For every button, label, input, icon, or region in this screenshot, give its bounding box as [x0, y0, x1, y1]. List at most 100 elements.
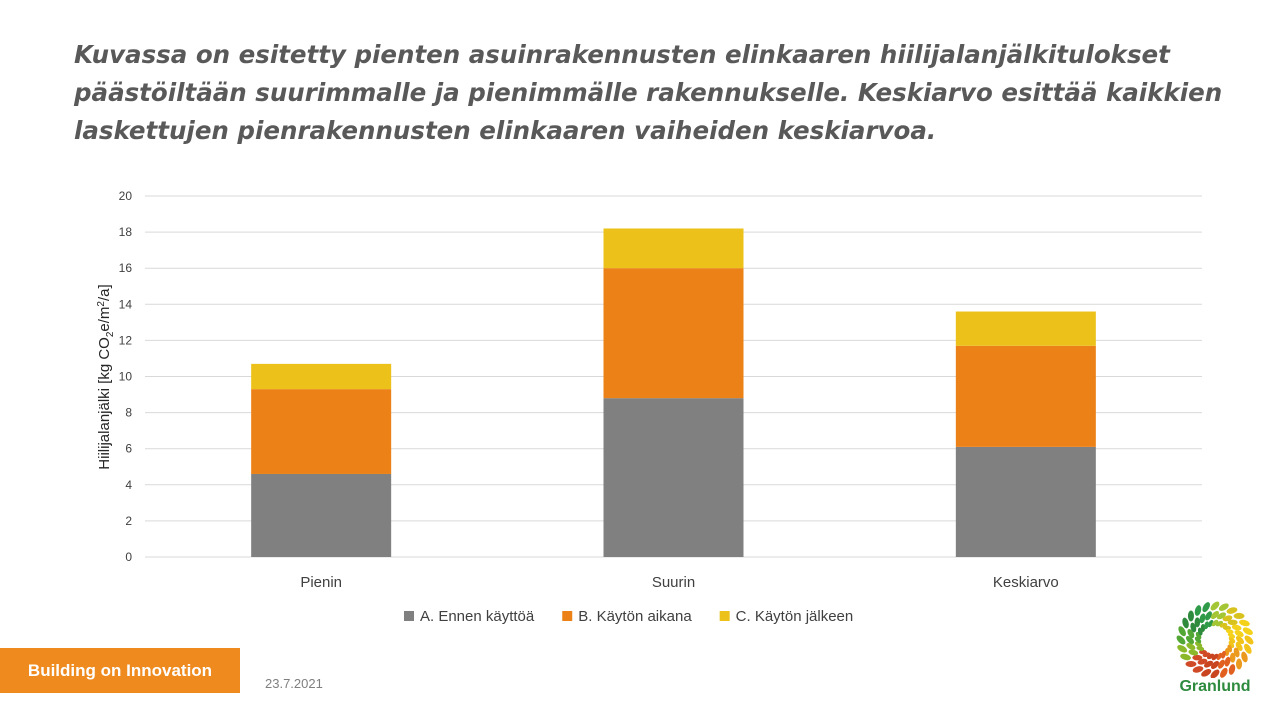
logo-petal: [1199, 613, 1206, 624]
bar-segment-pienin-2: [251, 389, 392, 474]
y-tick-label: 0: [125, 550, 132, 564]
logo-petal: [1218, 603, 1229, 611]
logo-petal: [1227, 619, 1238, 626]
logo-petal: [1194, 636, 1202, 644]
y-axis-label-part: Hiilijalanjälki [kg CO: [96, 337, 113, 470]
granlund-logo-icon: [1176, 601, 1254, 679]
logo-petal: [1201, 669, 1212, 677]
stacked-bar-chart: 0 2 4 6 8 10 12 14 16 18 20 Pienin Suurin Keskiarvo Hi…: [96, 189, 1202, 625]
logo-petal: [1211, 653, 1219, 661]
legend-swatch: [404, 611, 414, 621]
logo-petal: [1192, 666, 1204, 673]
logo-petal: [1194, 605, 1202, 616]
bar-segment-suurin-2: [603, 268, 744, 399]
logo-petal: [1180, 653, 1191, 661]
y-tick-label: 12: [119, 333, 133, 347]
logo-petal: [1210, 601, 1220, 611]
logo-petal: [1233, 612, 1245, 619]
x-category-label: Suurin: [652, 574, 695, 591]
logo-petal: [1185, 661, 1197, 668]
logo-petal: [1242, 627, 1253, 635]
logo-petal: [1177, 645, 1188, 653]
bar-segment-pienin-1: [251, 473, 392, 557]
y-tick-label: 8: [125, 406, 132, 420]
logo-petal: [1224, 656, 1231, 667]
slide-title: Kuvassa on esitetty pienten asuinrakennu…: [74, 40, 1223, 145]
logo-petal: [1186, 643, 1196, 650]
y-tick-label: 6: [125, 442, 132, 456]
bar-segment-suurin-1: [603, 398, 744, 557]
logo-petal: [1218, 659, 1225, 669]
y-tick-label: 16: [119, 261, 133, 275]
logo-petal: [1221, 650, 1226, 659]
logo-petal: [1227, 632, 1236, 639]
logo-petal: [1229, 652, 1236, 663]
logo-petal: [1220, 667, 1228, 678]
logo-petal: [1231, 624, 1242, 631]
y-tick-label: 14: [119, 297, 133, 311]
y-axis-label: Hiilijalanjälki [kg CO2e/m2/a]: [96, 284, 116, 469]
bar-segment-keskiarvo-2: [955, 345, 1096, 447]
logo-petal: [1200, 623, 1206, 632]
logo-petal: [1190, 622, 1197, 633]
logo-petal: [1188, 649, 1199, 656]
logo-petal: [1236, 658, 1243, 670]
bar-segment-keskiarvo-1: [955, 446, 1096, 557]
y-axis-label-part: 2: [105, 331, 116, 337]
logo-petal: [1234, 630, 1244, 637]
x-category-label: Keskiarvo: [993, 574, 1059, 591]
bar-segment-suurin-3: [603, 228, 744, 269]
logo-petal: [1225, 629, 1234, 634]
bar-segment-keskiarvo-3: [955, 311, 1096, 346]
y-axis-label-part: /a]: [96, 284, 113, 301]
logo-petal: [1204, 621, 1209, 630]
legend-item: B. Käytön aikana: [562, 608, 692, 625]
logo-petal: [1187, 610, 1194, 622]
logo-text: Granlund: [1179, 678, 1251, 695]
logo-petal: [1202, 602, 1210, 613]
logo-petal: [1210, 610, 1220, 620]
logo-petal: [1228, 636, 1236, 644]
logo-petal: [1196, 646, 1205, 651]
logo-petal: [1233, 647, 1240, 658]
logo-petal: [1197, 658, 1208, 665]
footer-date: 23.7.2021: [265, 676, 323, 691]
logo-petal: [1176, 635, 1186, 645]
logo-petal: [1198, 649, 1207, 655]
y-tick-label: 2: [125, 514, 132, 528]
logo-petal: [1182, 617, 1189, 629]
legend-swatch: [719, 611, 730, 621]
logo-petal: [1239, 619, 1250, 627]
logo-petal: [1211, 619, 1219, 627]
x-category-label: Pienin: [300, 574, 342, 591]
logo-petal: [1222, 615, 1233, 622]
legend-item: A. Ennen käyttöä: [404, 608, 535, 625]
logo-petal: [1205, 611, 1212, 621]
logo-petal: [1178, 626, 1186, 637]
bar-segment-pienin-3: [251, 363, 392, 390]
logo-petal: [1228, 664, 1236, 675]
legend-label: B. Käytön aikana: [578, 608, 692, 625]
logo-petal: [1226, 607, 1238, 614]
granlund-logo: Granlund: [1170, 598, 1260, 698]
legend-swatch: [562, 611, 573, 621]
logo-petal: [1223, 625, 1232, 631]
logo-petal: [1194, 617, 1201, 628]
logo-petal: [1244, 643, 1252, 654]
y-tick-label: 18: [119, 225, 133, 239]
logo-petal: [1192, 654, 1203, 661]
logo-petal: [1185, 635, 1195, 645]
logo-petal: [1210, 669, 1220, 679]
legend-label: C. Käytön jälkeen: [736, 608, 854, 625]
y-tick-label: 4: [125, 478, 132, 492]
legend-label: A. Ennen käyttöä: [420, 608, 535, 625]
y-tick-label: 10: [119, 370, 133, 384]
logo-petal: [1241, 651, 1248, 663]
logo-petal: [1210, 660, 1220, 670]
y-axis-label-part: e/m: [96, 307, 113, 332]
y-tick-label: 20: [119, 189, 133, 203]
logo-petal: [1244, 635, 1254, 645]
logo-petal: [1235, 635, 1245, 645]
legend-item: C. Käytön jälkeen: [719, 608, 854, 625]
footer-badge: Building on Innovation: [0, 648, 240, 693]
